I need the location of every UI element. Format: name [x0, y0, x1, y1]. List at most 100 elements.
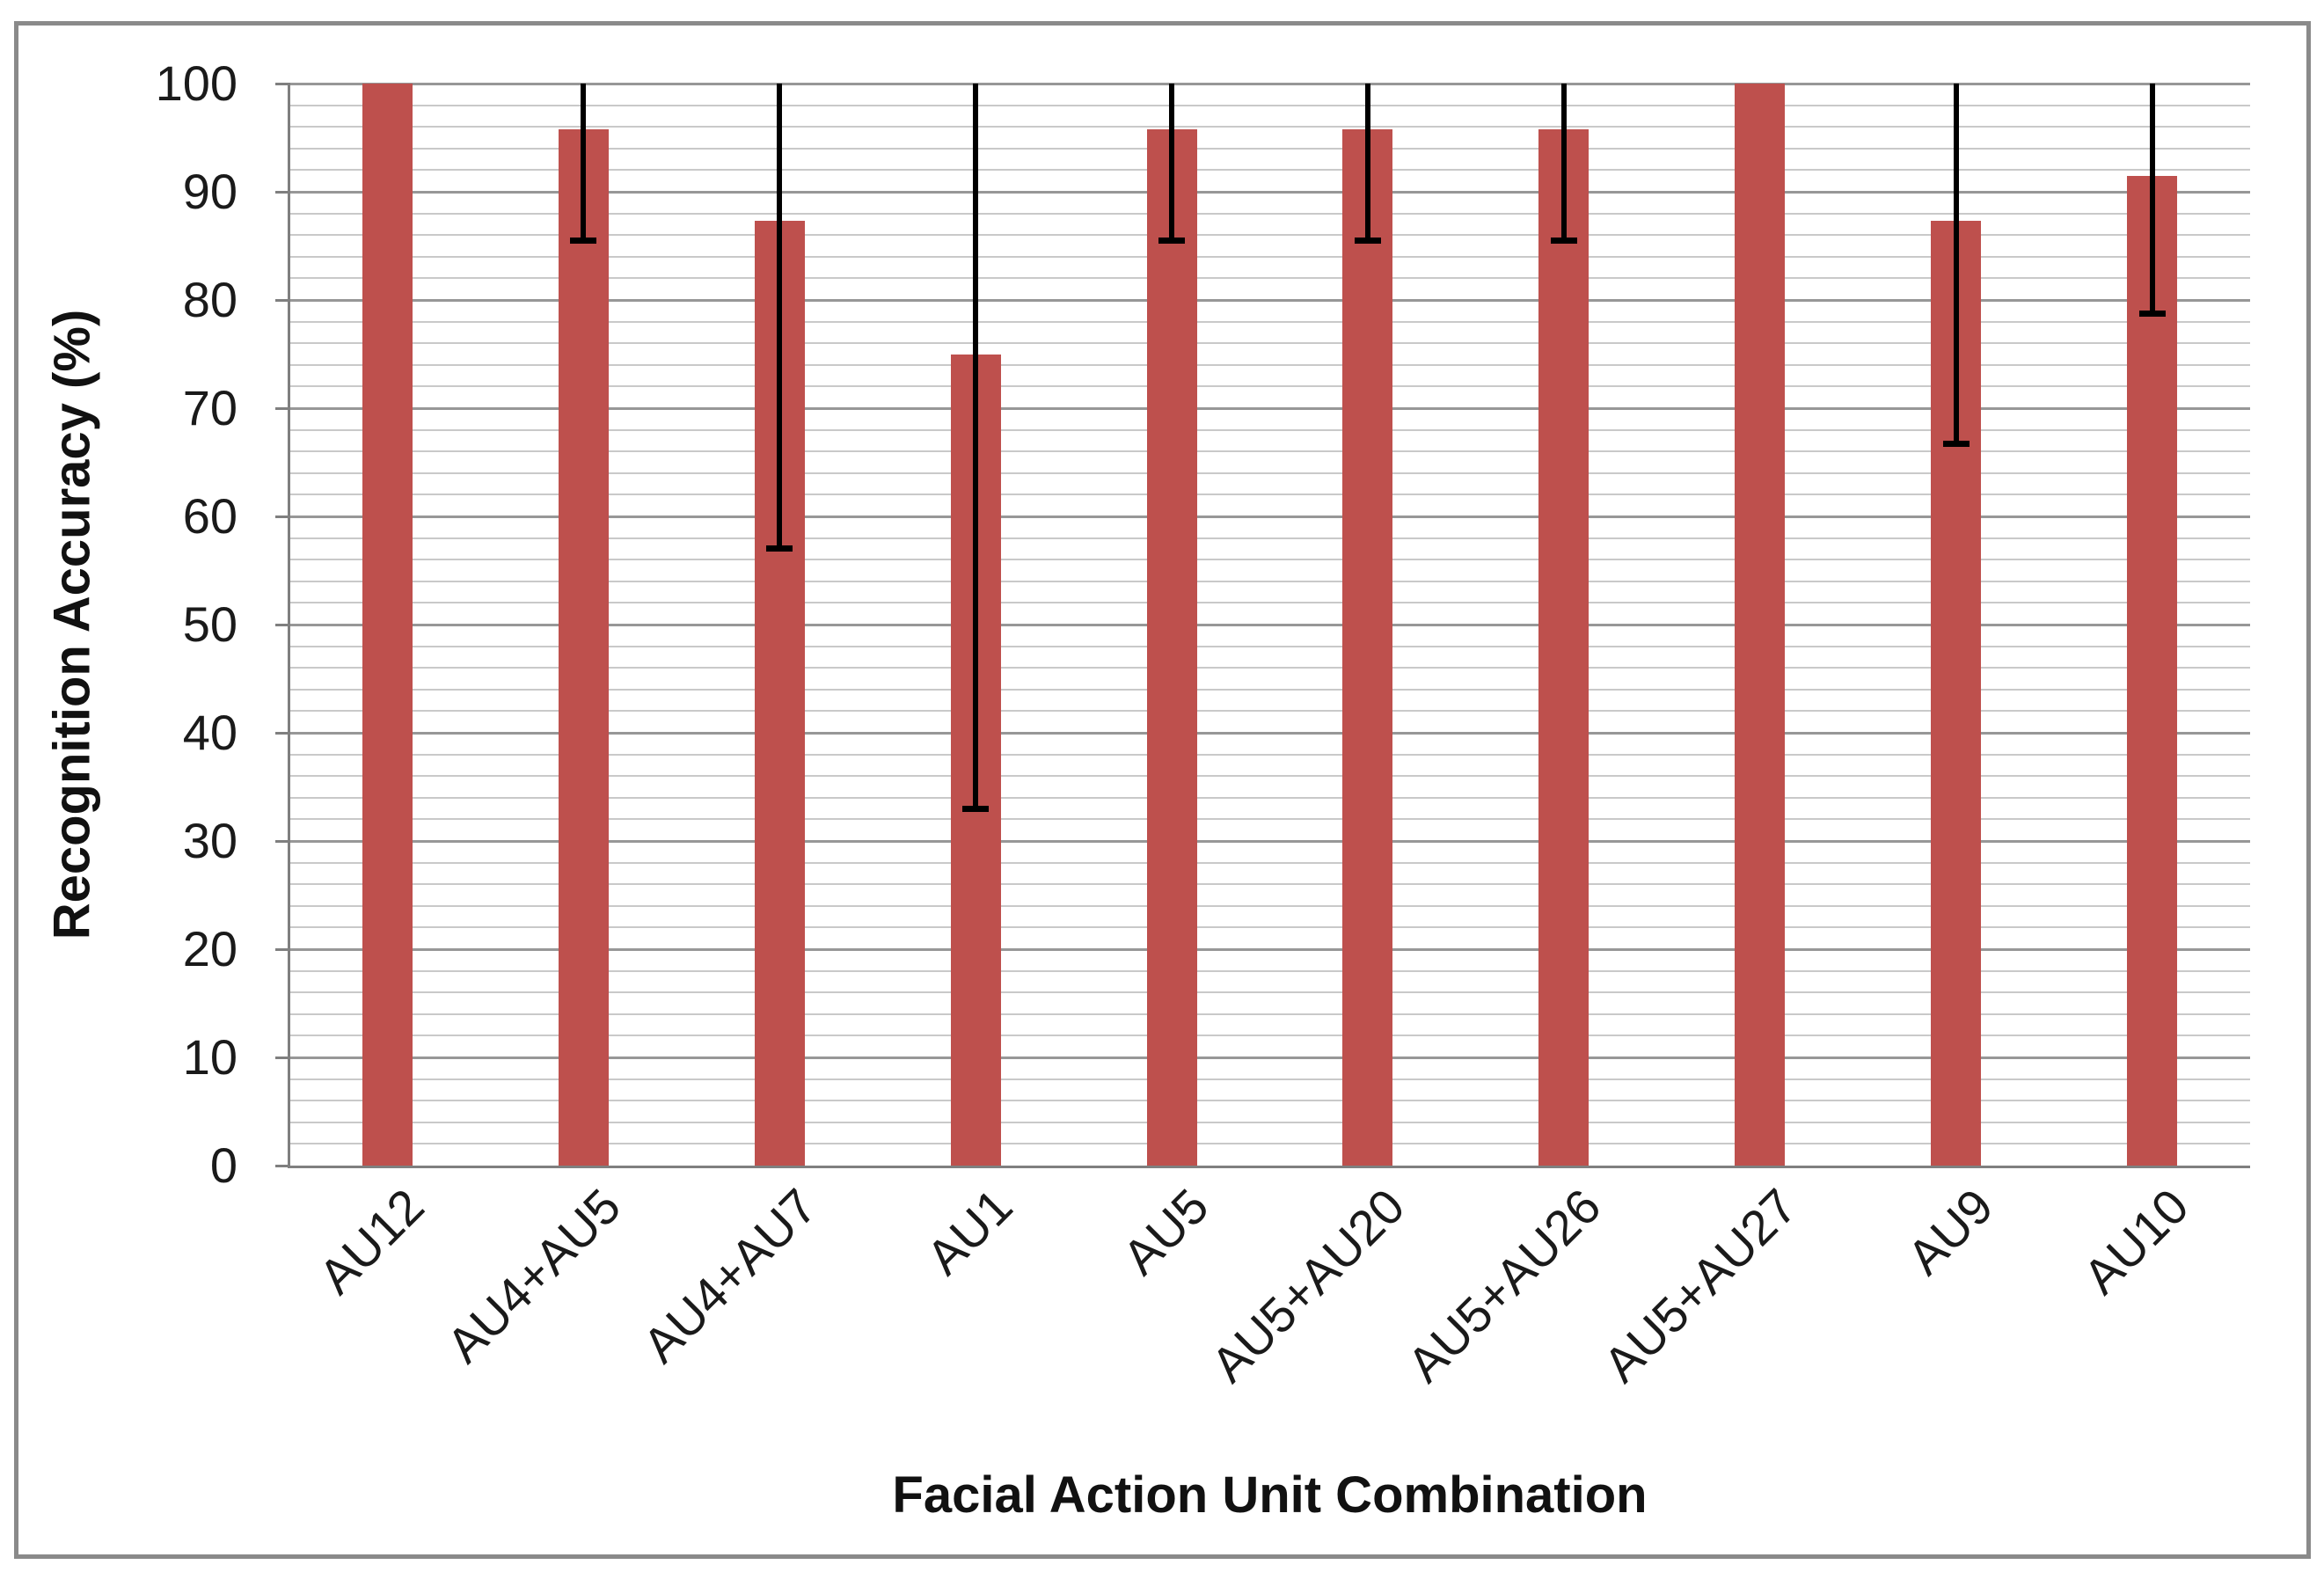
gridline-minor	[289, 342, 2250, 345]
gridline-minor	[289, 559, 2250, 561]
y-tick-mark	[275, 82, 290, 85]
y-tick-label: 100	[155, 55, 238, 111]
x-axis-line	[289, 1166, 2250, 1168]
gridline-minor	[289, 1013, 2250, 1015]
gridline-major	[289, 623, 2250, 626]
gridline-minor	[289, 537, 2250, 539]
gridline-minor	[289, 883, 2250, 886]
error-bar-bottom-cap	[962, 805, 990, 812]
gridline-minor	[289, 363, 2250, 366]
gridline-major	[289, 947, 2250, 951]
gridline-minor	[289, 1035, 2250, 1037]
error-bar-bottom-cap	[1354, 237, 1381, 244]
gridline-minor	[289, 1078, 2250, 1080]
gridline-minor	[289, 320, 2250, 323]
error-bar-line	[1560, 84, 1567, 241]
gridline-major	[289, 298, 2250, 302]
gridline-minor	[289, 926, 2250, 929]
bar	[1342, 128, 1393, 1166]
gridline-minor	[289, 991, 2250, 994]
y-tick-label: 70	[182, 380, 238, 435]
gridline-major	[289, 406, 2250, 410]
gridline-minor	[289, 796, 2250, 799]
error-bar-bottom-cap	[1942, 441, 1970, 448]
y-tick-mark	[275, 406, 290, 410]
gridline-major	[289, 1056, 2250, 1059]
y-tick-label: 0	[209, 1137, 238, 1193]
gridline-major	[289, 82, 2250, 85]
error-bar-bottom-cap	[766, 545, 793, 552]
y-tick-label: 20	[182, 921, 238, 976]
y-tick-mark	[275, 623, 290, 626]
y-tick-mark	[275, 839, 290, 843]
gridline-minor	[289, 580, 2250, 582]
error-bar-line	[1364, 84, 1370, 241]
gridline-minor	[289, 385, 2250, 388]
y-tick-label: 40	[182, 705, 238, 760]
gridline-minor	[289, 904, 2250, 907]
bar	[1538, 128, 1590, 1166]
gridline-minor	[289, 969, 2250, 972]
gridline-major	[289, 731, 2250, 735]
error-bar-line	[581, 84, 587, 241]
gridline-minor	[289, 602, 2250, 604]
gridline-major	[289, 515, 2250, 518]
y-tick-mark	[275, 1056, 290, 1059]
gridline-major	[289, 190, 2250, 194]
gridline-minor	[289, 472, 2250, 474]
y-axis-title: Recognition Accuracy (%)	[43, 309, 101, 940]
gridline-minor	[289, 104, 2250, 106]
y-tick-mark	[275, 298, 290, 302]
y-tick-mark	[275, 190, 290, 194]
bar	[558, 128, 609, 1166]
bar	[362, 84, 413, 1166]
y-tick-label: 30	[182, 813, 238, 868]
gridline-minor	[289, 688, 2250, 691]
bar	[1735, 84, 1786, 1166]
gridline-minor	[289, 1143, 2250, 1145]
figure-border	[14, 21, 2311, 1559]
gridline-minor	[289, 667, 2250, 669]
y-tick-mark	[275, 731, 290, 735]
y-axis-line	[288, 84, 290, 1168]
gridline-minor	[289, 775, 2250, 778]
bar	[2127, 175, 2178, 1166]
error-bar-line	[973, 84, 979, 809]
y-tick-mark	[275, 515, 290, 518]
gridline-minor	[289, 710, 2250, 713]
y-tick-label: 80	[182, 272, 238, 327]
y-tick-label: 90	[182, 164, 238, 219]
error-bar-line	[2149, 84, 2155, 314]
gridline-major	[289, 839, 2250, 843]
plot-area	[289, 82, 2250, 1166]
gridline-minor	[289, 818, 2250, 821]
gridline-minor	[289, 234, 2250, 237]
gridline-minor	[289, 1100, 2250, 1102]
y-tick-mark	[275, 947, 290, 951]
gridline-minor	[289, 277, 2250, 280]
error-bar-bottom-cap	[1550, 237, 1577, 244]
error-bar-bottom-cap	[2138, 311, 2166, 318]
error-bar-line	[1169, 84, 1175, 241]
error-bar-bottom-cap	[570, 237, 597, 244]
gridline-minor	[289, 147, 2250, 150]
y-tick-label: 50	[182, 596, 238, 652]
gridline-minor	[289, 1121, 2250, 1123]
y-tick-label: 60	[182, 488, 238, 544]
gridline-minor	[289, 450, 2250, 453]
gridline-minor	[289, 494, 2250, 496]
gridline-minor	[289, 861, 2250, 864]
gridline-minor	[289, 212, 2250, 215]
gridline-minor	[289, 126, 2250, 128]
gridline-minor	[289, 169, 2250, 172]
bar	[1146, 128, 1197, 1166]
y-tick-mark	[275, 1164, 290, 1167]
error-bar-bottom-cap	[1158, 237, 1186, 244]
x-axis-title: Facial Action Unit Combination	[892, 1466, 1648, 1524]
gridline-minor	[289, 753, 2250, 756]
gridline-minor	[289, 645, 2250, 647]
error-bar-line	[777, 84, 783, 549]
error-bar-line	[1953, 84, 1959, 444]
gridline-minor	[289, 255, 2250, 258]
